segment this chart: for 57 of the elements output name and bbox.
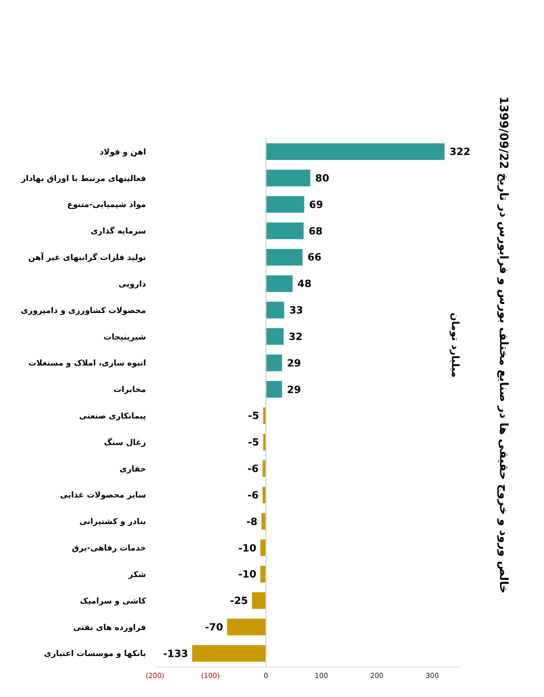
data-label: -5 bbox=[248, 411, 260, 422]
data-label: 69 bbox=[309, 200, 324, 211]
y-tick-label: دارویی bbox=[118, 279, 146, 288]
bar bbox=[266, 302, 284, 318]
y-tick-label: فعالیتهای مرتبط با اوراق بهادار bbox=[20, 174, 146, 183]
y-axis-title: میلیارد تومان bbox=[449, 312, 460, 378]
bar bbox=[266, 248, 303, 266]
data-label: 33 bbox=[289, 306, 304, 317]
bar bbox=[252, 592, 266, 609]
data-label: -6 bbox=[247, 490, 259, 502]
bar bbox=[266, 328, 284, 345]
y-tick-label: انبوه سازی، املاک و مستغلات bbox=[28, 358, 146, 368]
data-label: 322 bbox=[449, 147, 470, 158]
y-tick-label: شیرینیجات bbox=[104, 332, 146, 342]
bar bbox=[192, 645, 266, 662]
data-label: -6 bbox=[247, 464, 259, 476]
y-tick-label: بنادر و کشتیرانی bbox=[79, 517, 146, 526]
data-label: -5 bbox=[248, 438, 260, 449]
y-tick-label: اهن و فولاد bbox=[100, 147, 146, 156]
bar bbox=[266, 196, 304, 213]
y-tick-label: تولید فلزات گرانبهای غیر آهن bbox=[28, 252, 146, 262]
data-label: 29 bbox=[286, 358, 301, 370]
bar bbox=[266, 170, 310, 186]
y-tick-label: سرمایه گذاری bbox=[90, 226, 146, 236]
bar bbox=[227, 618, 266, 636]
y-tick-label: مخابرات bbox=[114, 385, 146, 394]
data-label: 48 bbox=[298, 279, 312, 290]
data-label: -133 bbox=[163, 648, 188, 660]
bar bbox=[266, 275, 293, 292]
y-tick-label: مواد شیمیایی-متنوع bbox=[67, 200, 146, 210]
bar bbox=[262, 460, 266, 477]
y-tick-label: فراورده های نفتی bbox=[73, 622, 146, 632]
data-label: -10 bbox=[238, 570, 256, 581]
data-label: 29 bbox=[286, 384, 301, 396]
y-tick-label: بانکها و موسسات اعتباری bbox=[44, 649, 146, 658]
bar bbox=[266, 143, 444, 160]
data-label: 66 bbox=[308, 252, 322, 264]
data-label: -70 bbox=[205, 622, 224, 634]
data-label: -25 bbox=[230, 596, 248, 608]
y-tick-label: زغال سنگ bbox=[104, 436, 146, 447]
text: خالص ورود و خروج حقیقی ها در صنایع مختلف بورس و فرابورس در تاریخ 1399/09/22 bbox=[497, 96, 511, 594]
bar bbox=[266, 354, 282, 372]
y-tick-label: سایر محصولات غذایی bbox=[60, 490, 146, 500]
bar bbox=[262, 486, 266, 504]
data-label: 80 bbox=[315, 174, 330, 185]
y-tick-label: پیمانکاری صنعتی bbox=[79, 412, 146, 421]
y-tick-label: محصولات کشاورزی و دامپروری bbox=[20, 306, 146, 315]
bar bbox=[266, 380, 282, 398]
y-tick-label: حفاری bbox=[120, 464, 146, 474]
data-label: -8 bbox=[246, 516, 258, 528]
data-label: -10 bbox=[238, 543, 256, 554]
y-tick-label: شکر bbox=[128, 570, 146, 579]
data-label: 32 bbox=[288, 332, 303, 343]
data-label: 68 bbox=[308, 226, 323, 238]
y-tick-label: خدمات رفاهی-برق bbox=[72, 544, 146, 553]
y-tick-label: کاشی و سرامیک bbox=[80, 596, 146, 606]
bar bbox=[266, 222, 304, 240]
